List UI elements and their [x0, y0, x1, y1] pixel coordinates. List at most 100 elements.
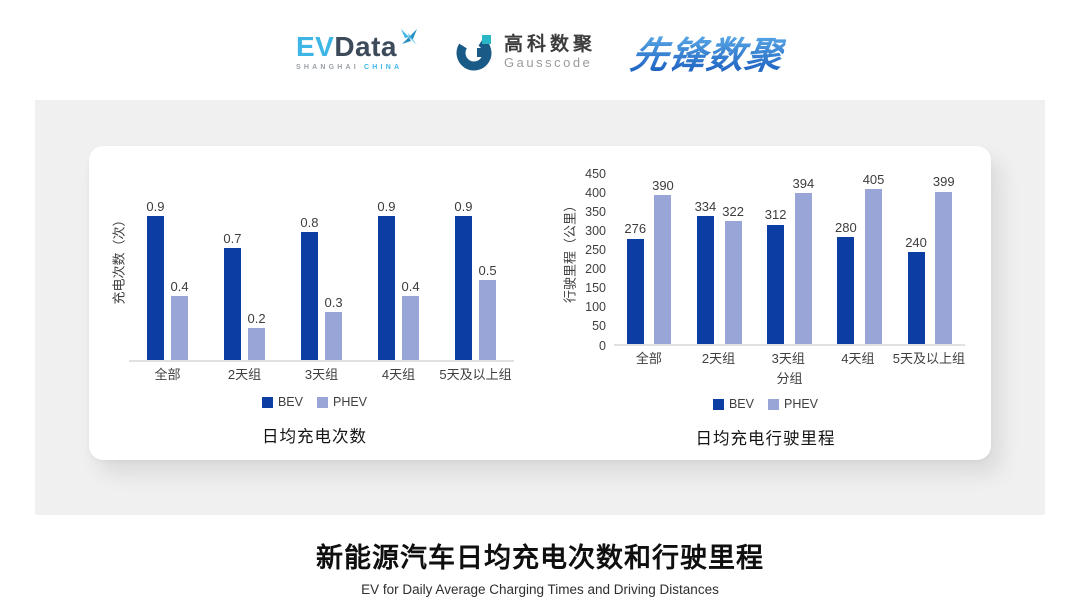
bar-value-label: 276: [624, 221, 647, 237]
bev-bar: [300, 232, 318, 360]
gausscode-logo: 高科数聚 Gausscode: [455, 32, 596, 72]
gausscode-g-icon: [456, 35, 492, 71]
pinwheel-x-icon: [401, 29, 418, 45]
bev-bar: [696, 216, 714, 344]
x-tick-label: 2天组: [227, 366, 262, 382]
bev-bar-item: 0.9: [377, 199, 396, 360]
bar-value-label: 0.4: [401, 278, 420, 294]
phev-bar-item: 394: [792, 176, 815, 344]
x-axis-label: 分组: [776, 370, 803, 386]
bar-value-label: 312: [764, 207, 787, 223]
x-tick-label: 4天组: [381, 366, 416, 382]
bar-group: 240 399: [895, 174, 965, 344]
evdata-logo: EV Data SHANGHAI CHINA: [295, 29, 419, 71]
bar-value-label: 322: [722, 203, 744, 219]
caption-block: 新能源汽车日均充电次数和行驶里程 EV for Daily Average Ch…: [0, 536, 1080, 597]
charging-times-chart: 充电次数（次） 0.9 0.4 0.7 0.2 0.8 0.3 0.9 0.4 0.9 0.5 全…: [89, 156, 540, 460]
gausscode-text: 高科数聚 Gausscode: [504, 34, 596, 71]
bev-bar: [767, 224, 785, 344]
legend-swatch-bev: [712, 398, 724, 410]
bar-value-label: 394: [792, 176, 815, 192]
evdata-data-text: Data: [334, 31, 398, 62]
bar-value-label: 0.5: [478, 262, 497, 278]
phev-bar-item: 0.3: [325, 295, 343, 360]
main-title: 新能源汽车日均充电次数和行驶里程: [316, 543, 764, 573]
legend: BEV PHEV: [540, 396, 991, 412]
y-tick-label: 0: [599, 338, 606, 353]
y-tick-label: 250: [585, 242, 606, 257]
bev-bar-item: 276: [624, 221, 647, 344]
x-tick-label: 4天组: [841, 350, 875, 366]
y-tick-label: 200: [585, 262, 606, 277]
y-tick-label: 300: [585, 223, 606, 238]
charging-times-xticks-row: 全部 2天组 3天组 4天组 5天及以上组: [89, 362, 540, 384]
x-tick-label: 3天组: [304, 366, 339, 382]
phev-bar: [171, 296, 189, 360]
phev-bar-item: 390: [652, 178, 674, 344]
bar-group: 276 390: [614, 178, 684, 344]
phev-bar: [402, 296, 420, 360]
phev-bar-item: 0.4: [170, 278, 189, 360]
y-tick-label: 450: [585, 166, 606, 181]
phev-bar: [248, 328, 266, 360]
bar-value-label: 405: [862, 171, 885, 187]
bar-group: 0.9 0.5: [437, 198, 514, 360]
legend-swatch-phev: [316, 396, 328, 408]
logo-bar: EV Data SHANGHAI CHINA 高科数聚 Gausscode 先锋数…: [0, 0, 1080, 100]
x-tick-label: 5天及以上组: [439, 366, 512, 382]
y-tick-label: 350: [585, 204, 606, 219]
phev-bar-item: 322: [722, 203, 744, 344]
evdata-ev-text: EV: [295, 31, 335, 62]
phev-bar: [479, 280, 497, 360]
charging-times-plot-row: 充电次数（次） 0.9 0.4 0.7 0.2 0.8 0.3 0.9 0.4 0.9 0.5: [89, 156, 540, 362]
bev-bar-item: 0.9: [454, 198, 473, 360]
bar-value-label: 334: [694, 199, 717, 215]
gausscode-name-cn: 高科数聚: [504, 33, 597, 55]
y-axis-ticks: 0 50 100 150 200 250 300 350 400 450: [580, 156, 614, 351]
phev-bar: [865, 189, 883, 344]
bev-bar: [223, 248, 241, 360]
bar-value-label: 0.2: [247, 310, 266, 326]
x-tick-label: 3天组: [771, 350, 805, 366]
gausscode-name-en: Gausscode: [504, 55, 593, 71]
legend-swatch-bev: [261, 396, 273, 408]
bar-value-label: 0.9: [146, 198, 165, 214]
bar-value-label: 0.4: [170, 278, 189, 294]
phev-bar-item: 399: [932, 174, 955, 344]
charging-times-plot-area: 0.9 0.4 0.7 0.2 0.8 0.3 0.9 0.4 0.9 0.5: [129, 156, 514, 362]
pioneer-shuju-logo: 先锋数聚: [627, 25, 789, 79]
phev-bar: [325, 312, 343, 360]
x-axis-label-row: 分组: [540, 368, 991, 386]
legend-label: BEV: [277, 395, 303, 409]
phev-bar: [654, 194, 672, 344]
evdata-tagline-china: CHINA: [364, 64, 403, 71]
phev-bar-item: 0.4: [401, 278, 420, 360]
y-tick-label: 150: [585, 281, 606, 296]
bev-bar: [146, 216, 164, 360]
x-tick-label: 全部: [154, 366, 181, 382]
phev-bar-item: 405: [862, 171, 885, 344]
bev-bar-item: 312: [764, 207, 787, 344]
legend-label: BEV: [728, 397, 754, 411]
bev-bar: [626, 238, 644, 344]
y-axis-label: 充电次数（次）: [111, 213, 127, 305]
legend: BEV PHEV: [89, 394, 540, 410]
evdata-tagline: SHANGHAI CHINA: [296, 64, 419, 71]
bar-value-label: 240: [905, 235, 927, 251]
bev-bar: [377, 216, 395, 360]
legend-item-bev: BEV: [261, 395, 303, 409]
bar-value-label: 0.9: [454, 198, 473, 214]
driving-distance-xticks-row: 全部 2天组 3天组 4天组 5天及以上组: [540, 346, 991, 368]
charts-panel: 充电次数（次） 0.9 0.4 0.7 0.2 0.8 0.3 0.9 0.4 0.9 0.5 全…: [35, 100, 1045, 515]
bev-bar-item: 0.9: [146, 198, 165, 360]
bar-value-label: 399: [932, 174, 955, 190]
driving-distance-plot-row: 行驶里程（公里） 0 50 100 150 200 250 300 350 400 450 276…: [540, 156, 991, 352]
bar-value-label: 0.7: [223, 230, 242, 246]
phev-bar-item: 0.2: [247, 310, 266, 360]
bev-bar-item: 0.7: [223, 230, 242, 360]
y-tick-label: 100: [585, 300, 606, 315]
x-tick-label: 2天组: [701, 350, 736, 366]
bev-bar-item: 240: [905, 235, 927, 344]
legend-swatch-phev: [767, 398, 779, 410]
bar-value-label: 280: [834, 219, 857, 235]
